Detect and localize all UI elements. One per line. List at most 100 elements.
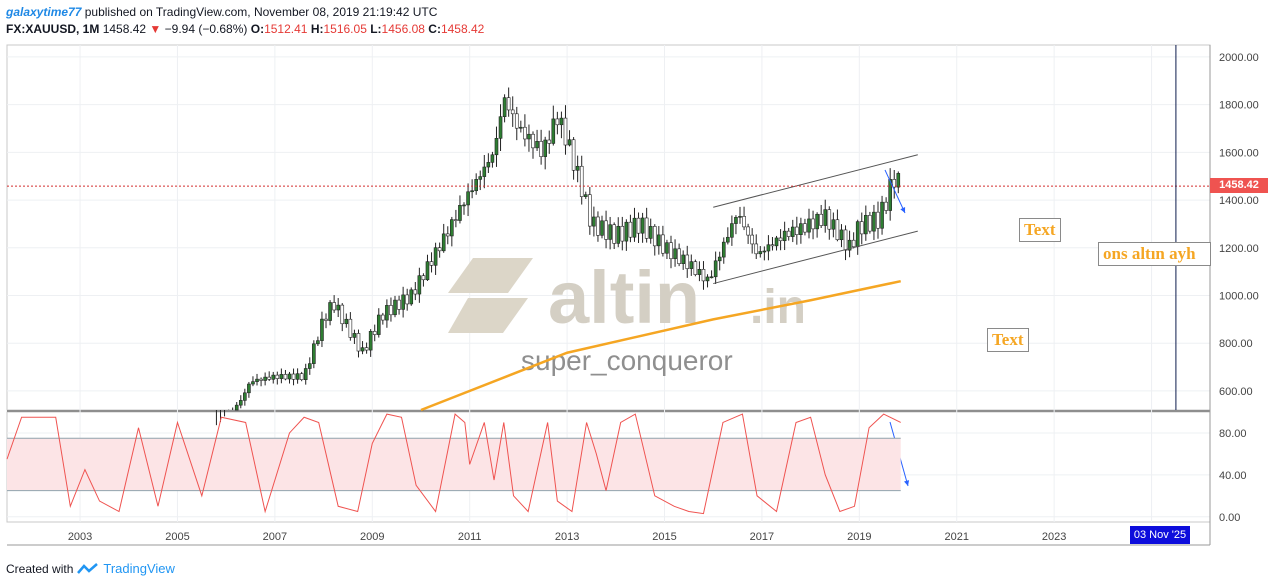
candle (535, 141, 539, 149)
candle (876, 211, 880, 229)
candle (693, 261, 698, 275)
candle (409, 289, 414, 305)
high-label: H: (310, 22, 324, 36)
candle (640, 217, 645, 234)
candle (486, 162, 491, 168)
candle (831, 219, 836, 230)
candle (892, 179, 897, 188)
candle (425, 261, 430, 281)
high-value: 1516.05 (323, 22, 367, 36)
candle (774, 237, 779, 247)
candle (632, 217, 637, 238)
publish-text: published on TradingView.com, November 0… (84, 5, 438, 19)
candle (510, 109, 515, 115)
candle (551, 118, 556, 144)
candle (726, 236, 730, 243)
candle (746, 226, 750, 236)
candle (701, 269, 706, 282)
candle (697, 269, 702, 275)
candle (636, 217, 641, 234)
low-label: L: (370, 22, 382, 36)
candle (855, 221, 860, 248)
candle (393, 299, 397, 316)
author-link[interactable]: galaxytime77 (6, 5, 82, 19)
candle (709, 276, 714, 279)
candle (648, 226, 653, 239)
candle (385, 305, 389, 321)
candle (514, 113, 519, 129)
candle (498, 116, 503, 139)
x-tick-label: 2017 (750, 531, 774, 543)
candle (677, 248, 681, 264)
candle (523, 126, 527, 140)
candle (433, 247, 438, 266)
candle (527, 133, 531, 140)
osc-band (7, 438, 901, 491)
text-note-3[interactable]: ons altın ayh (1098, 242, 1211, 266)
candle (730, 223, 734, 238)
candle (742, 216, 746, 228)
tradingview-logo-icon (77, 562, 99, 574)
candle (279, 374, 284, 379)
candle (835, 219, 840, 241)
candle (734, 217, 738, 224)
candle (843, 229, 848, 251)
candle (868, 215, 872, 232)
y-tick-label: 1000.00 (1219, 290, 1259, 302)
candle (579, 165, 584, 197)
candle (620, 225, 625, 242)
candle (762, 250, 767, 253)
osc-y-tick-label: 80.00 (1219, 428, 1247, 440)
candle (368, 331, 373, 351)
last-price: 1458.42 (102, 22, 147, 36)
candle (291, 373, 296, 380)
candle (827, 209, 832, 230)
candle (721, 241, 726, 258)
candle (259, 378, 263, 381)
candle (685, 254, 690, 269)
candle (332, 302, 336, 311)
candle (673, 248, 677, 260)
candle (717, 256, 722, 262)
candle (563, 117, 568, 146)
candle (539, 141, 543, 157)
candle (713, 260, 718, 278)
crosshair-date-tag: 03 Nov '25 (1130, 526, 1190, 544)
oscillator-line (6, 413, 901, 515)
candle (616, 225, 621, 244)
x-tick-label: 2011 (458, 531, 482, 543)
x-tick-label: 2007 (263, 531, 287, 543)
text-note-2[interactable]: Text (987, 328, 1029, 352)
candle (263, 376, 267, 381)
candle (506, 97, 511, 111)
y-tick-label: 1600.00 (1219, 147, 1259, 159)
candle (612, 224, 616, 244)
candle (600, 220, 604, 236)
candle (823, 209, 828, 226)
candle (458, 204, 462, 221)
candle (543, 139, 547, 157)
x-tick-label: 2003 (68, 531, 92, 543)
text-note-1[interactable]: Text (1019, 218, 1061, 242)
watermark: altin .in super_conqueror (448, 256, 806, 376)
symbol-label[interactable]: FX:XAUUSD, 1M (6, 22, 100, 36)
x-tick-label: 2023 (1042, 531, 1066, 543)
candle (786, 230, 791, 237)
candle (275, 374, 280, 379)
oscillator-pane (6, 413, 901, 515)
footer-brand[interactable]: TradingView (103, 561, 175, 576)
candle (429, 261, 434, 266)
candle (588, 194, 592, 227)
candle (896, 173, 901, 188)
watermark-brand: altin (548, 256, 700, 339)
candle (567, 139, 572, 146)
candle (441, 233, 446, 252)
candle (470, 190, 474, 193)
last-price-tag: 1458.42 (1210, 178, 1268, 193)
candle (571, 139, 576, 171)
candle (494, 138, 499, 156)
y-tick-label: 2000.00 (1219, 52, 1259, 64)
candle (583, 194, 588, 197)
osc-y-tick-label: 0.00 (1219, 512, 1240, 524)
